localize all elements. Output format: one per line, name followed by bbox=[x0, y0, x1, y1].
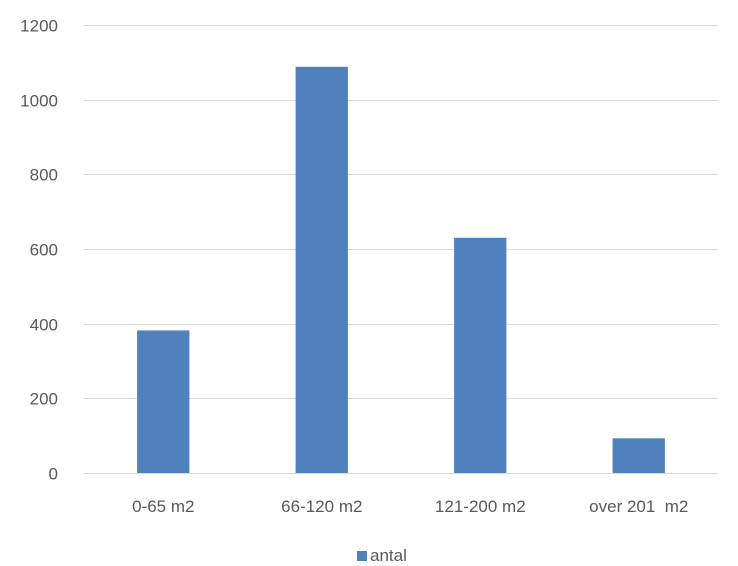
x-tick-label: over 201 m2 bbox=[589, 497, 688, 516]
bar-4 bbox=[612, 438, 665, 473]
x-tick-label: 66-120 m2 bbox=[281, 497, 362, 516]
y-axis-tick-labels: 0 200 400 600 800 1000 1200 bbox=[20, 17, 58, 484]
legend-swatch-antal bbox=[357, 551, 367, 561]
y-tick-label: 800 bbox=[30, 166, 58, 185]
y-tick-label: 200 bbox=[30, 390, 58, 409]
bar-3 bbox=[454, 237, 507, 473]
bars bbox=[137, 66, 665, 474]
legend: antal bbox=[357, 546, 407, 565]
x-axis-tick-labels: 0-65 m2 66-120 m2 121-200 m2 over 201 m2 bbox=[132, 497, 688, 516]
x-tick-label: 121-200 m2 bbox=[435, 497, 526, 516]
x-tick-label: 0-65 m2 bbox=[132, 497, 194, 516]
gridlines bbox=[84, 25, 718, 474]
y-tick-label: 600 bbox=[30, 241, 58, 260]
legend-label-antal: antal bbox=[370, 546, 407, 565]
bar-2 bbox=[295, 66, 348, 474]
y-tick-label: 400 bbox=[30, 316, 58, 335]
y-tick-label: 1000 bbox=[20, 92, 58, 111]
y-tick-label: 1200 bbox=[20, 17, 58, 36]
y-tick-label: 0 bbox=[49, 465, 58, 484]
bar-1 bbox=[137, 330, 190, 473]
